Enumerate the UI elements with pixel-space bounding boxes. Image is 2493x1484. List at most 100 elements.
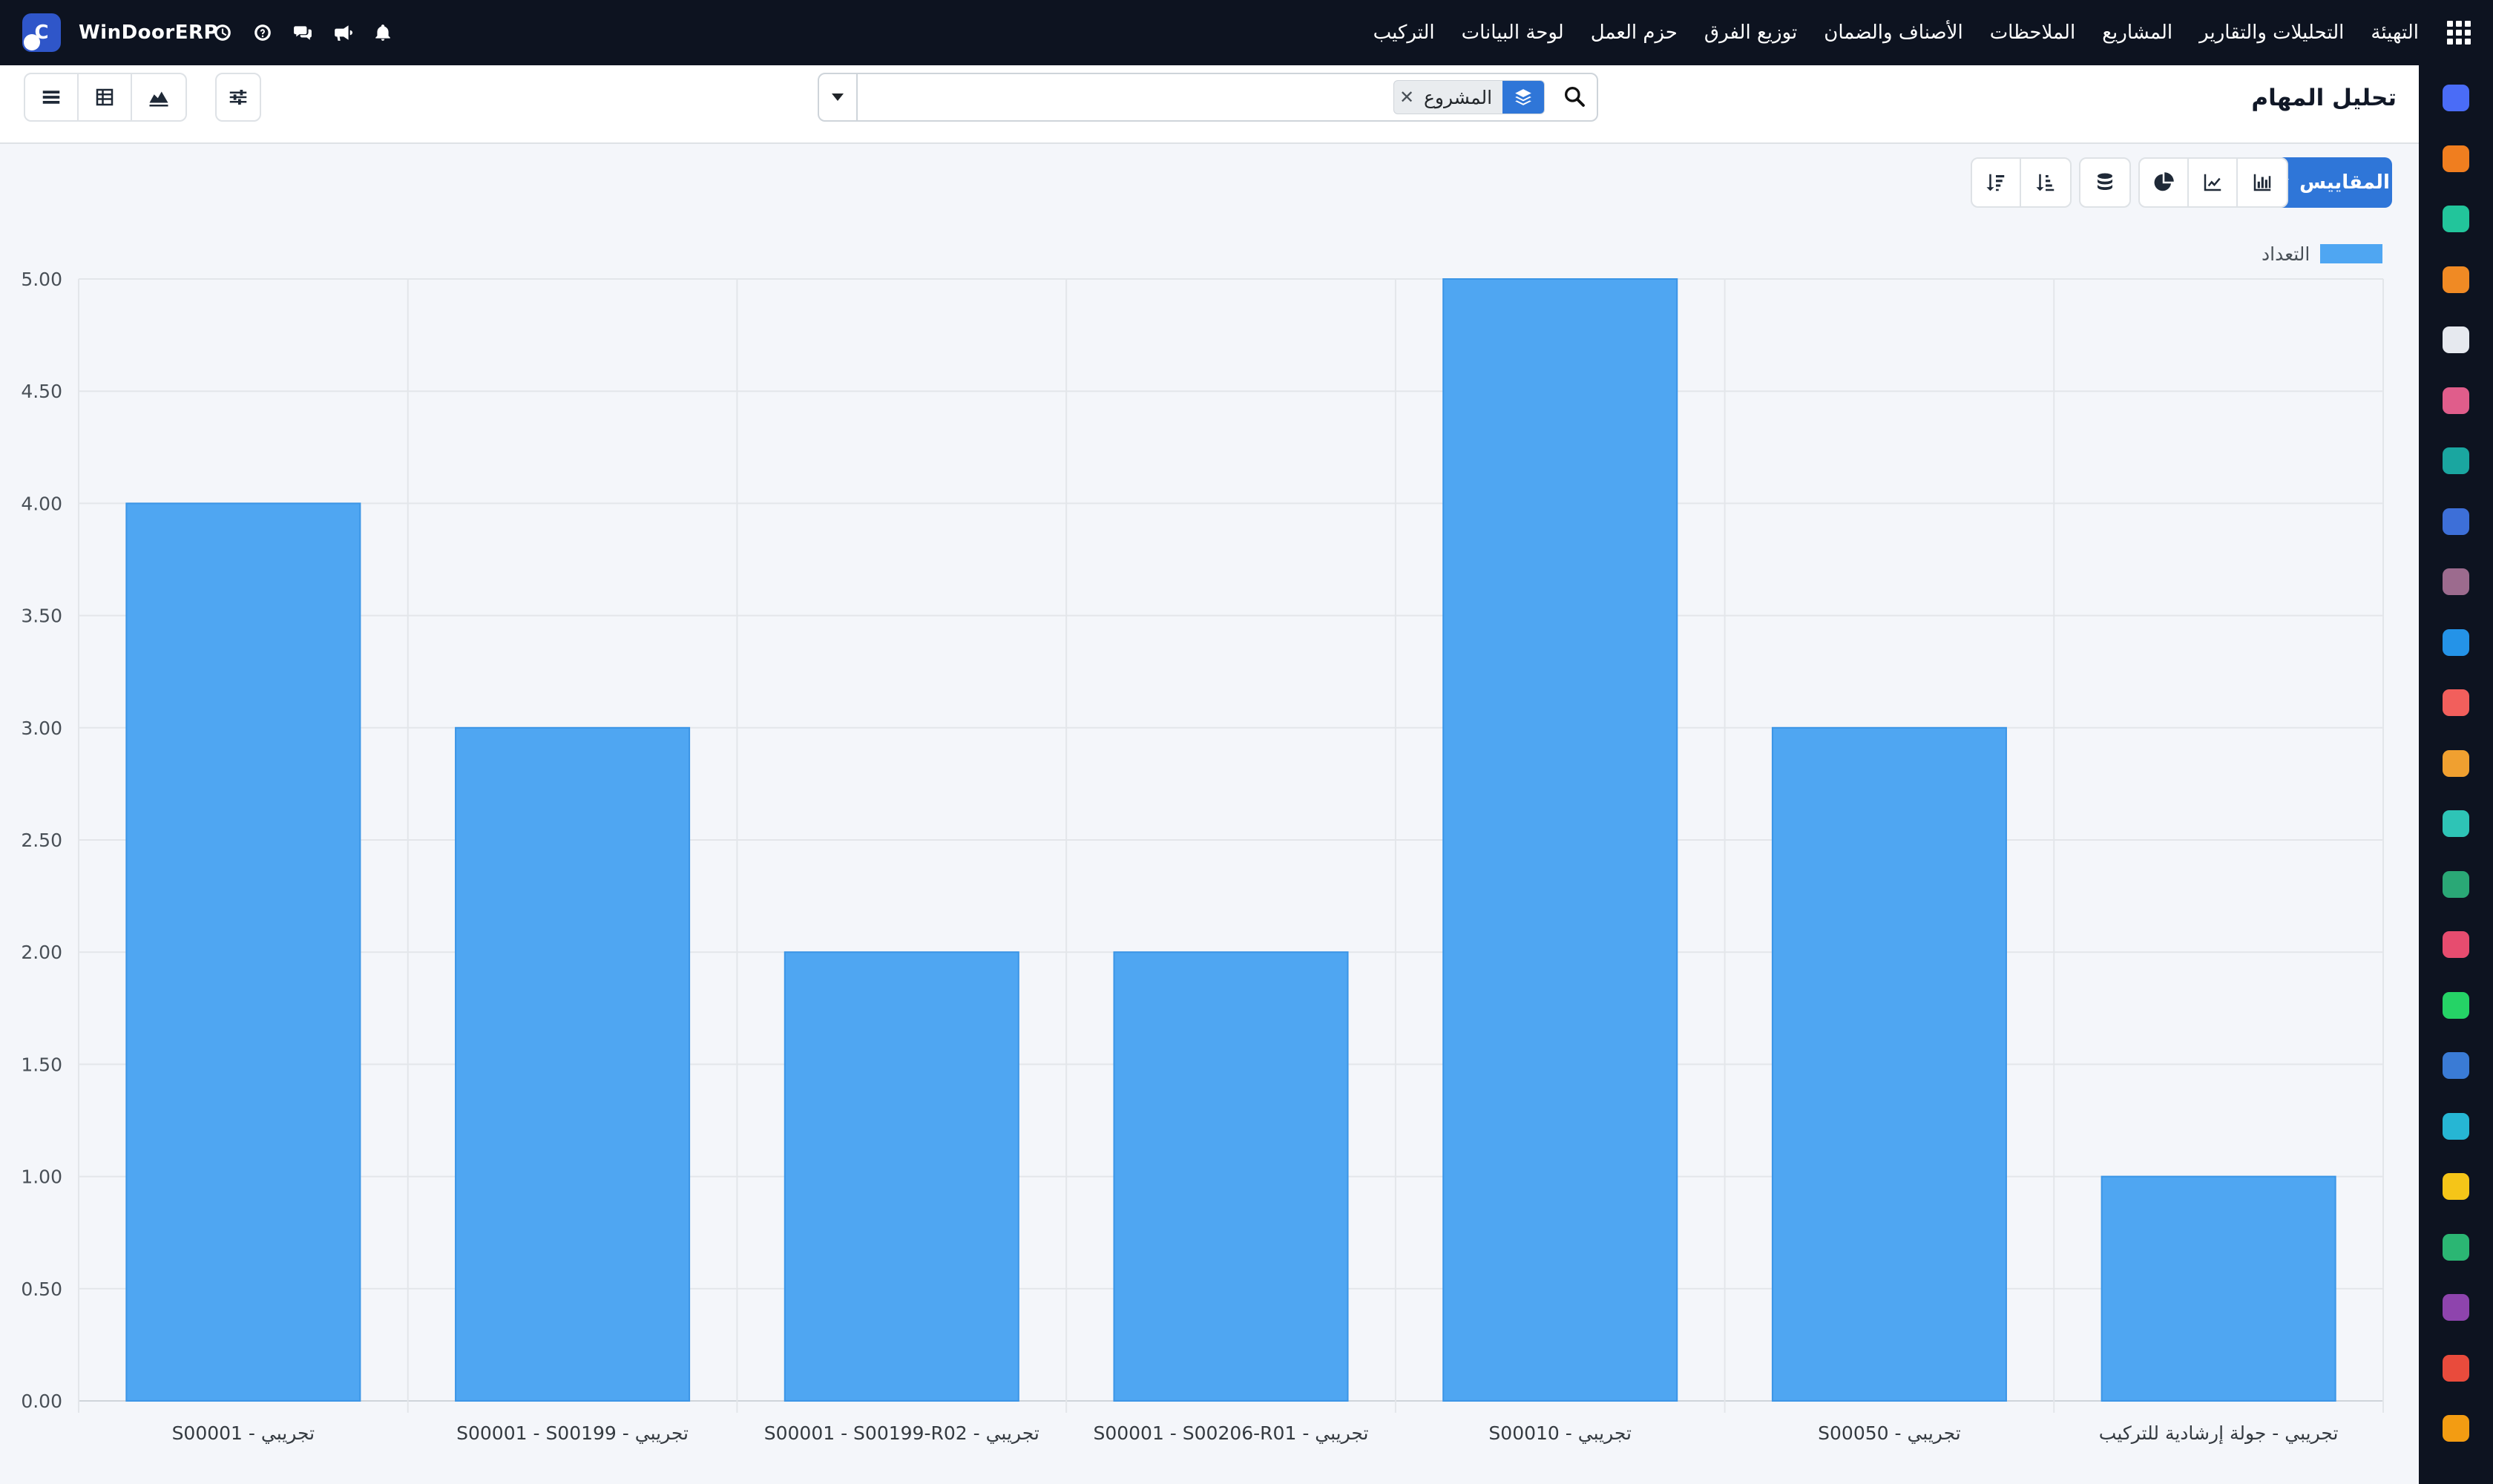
box-app-icon-glyph bbox=[2443, 326, 2469, 353]
book-app-icon[interactable] bbox=[2438, 504, 2474, 539]
x-tick-label: تجريبي - S00001 - S00199 bbox=[456, 1422, 689, 1444]
card-app-icon-glyph bbox=[2443, 1233, 2469, 1261]
pie-chart-button[interactable] bbox=[2140, 159, 2189, 206]
area-chart-icon bbox=[149, 91, 168, 107]
photo-app-icon[interactable] bbox=[2438, 383, 2474, 418]
menu-item-4[interactable]: الأصناف والضمان bbox=[1824, 22, 1963, 44]
brand[interactable]: C WinDoorERP bbox=[22, 13, 218, 52]
bar-chart-button[interactable] bbox=[2238, 159, 2287, 206]
y-tick-label: 1.00 bbox=[21, 1166, 62, 1188]
whatsapp-app-icon[interactable] bbox=[2438, 988, 2474, 1023]
filters-settings-button[interactable] bbox=[215, 73, 261, 122]
chat-icon[interactable] bbox=[291, 21, 315, 45]
y-tick-label: 5.00 bbox=[21, 269, 62, 290]
discuss-app-icon[interactable] bbox=[2438, 141, 2474, 177]
measures-label: المقاييس bbox=[2299, 171, 2390, 194]
search-bar: بحث... ✕ المشروع bbox=[818, 73, 1598, 122]
bar[interactable] bbox=[455, 726, 691, 1402]
chart-type-group bbox=[2138, 157, 2288, 208]
clock-app-icon[interactable] bbox=[2438, 1048, 2474, 1083]
search-facet: ✕ المشروع bbox=[1393, 80, 1546, 114]
contacts-app-icon-glyph bbox=[2443, 870, 2469, 898]
graph-toolbar bbox=[1963, 157, 2288, 208]
invoice-app-icon-glyph bbox=[2443, 628, 2469, 656]
legend-label: التعداد bbox=[2262, 243, 2310, 265]
sort-ascending-button[interactable] bbox=[2021, 159, 2070, 206]
bar[interactable] bbox=[1113, 951, 1349, 1402]
package-app-icon-glyph bbox=[2443, 568, 2469, 595]
calendar-app-icon-glyph bbox=[2443, 749, 2469, 777]
menu-item-8[interactable]: التهيئة bbox=[2371, 22, 2419, 44]
stacked-toggle-button[interactable] bbox=[2080, 159, 2129, 206]
cube-app-icon[interactable] bbox=[2438, 1290, 2474, 1325]
list-view-button[interactable] bbox=[25, 74, 79, 120]
bar[interactable] bbox=[784, 951, 1019, 1402]
facet-label: المشروع bbox=[1424, 86, 1493, 108]
dashboard-app-icon[interactable] bbox=[2438, 927, 2474, 962]
check-app-icon[interactable] bbox=[2438, 201, 2474, 237]
page-title: تحليل المهام bbox=[2251, 85, 2397, 111]
menu-item-0[interactable]: التركيب bbox=[1373, 22, 1435, 44]
remove-facet-icon[interactable]: ✕ bbox=[1399, 87, 1415, 108]
menu-item-3[interactable]: توزيع الفرق bbox=[1704, 22, 1798, 44]
y-tick-label: 3.00 bbox=[21, 718, 62, 739]
sort-ascending-icon bbox=[2036, 174, 2054, 191]
view-switcher bbox=[24, 73, 187, 122]
team-app-icon[interactable] bbox=[2438, 685, 2474, 720]
y-tick-label: 2.50 bbox=[21, 830, 62, 851]
bar[interactable] bbox=[2101, 1175, 2336, 1402]
x-tick-label: تجريبي - S00050 bbox=[1818, 1422, 1961, 1444]
task-app-icon[interactable] bbox=[2429, 434, 2486, 490]
brand-name: WinDoorERP bbox=[79, 22, 219, 44]
brand-letter: C bbox=[34, 22, 49, 44]
sign-app-icon-glyph bbox=[2443, 810, 2469, 837]
send-app-icon[interactable] bbox=[2438, 1169, 2474, 1204]
control-panel: بحث... ✕ المشروع تحليل المهام bbox=[0, 65, 2419, 144]
check-app-icon-glyph bbox=[2443, 206, 2469, 232]
menu-item-1[interactable]: لوحة البيانات bbox=[1461, 22, 1564, 44]
chart-app-icon[interactable] bbox=[2438, 262, 2474, 298]
y-tick-label: 0.50 bbox=[21, 1278, 62, 1300]
bar[interactable] bbox=[1771, 726, 2007, 1402]
pie-chart-icon bbox=[2154, 172, 2174, 191]
clock-icon[interactable] bbox=[211, 21, 234, 45]
calendar-app-icon[interactable] bbox=[2438, 746, 2474, 781]
m-app-icon[interactable] bbox=[2438, 80, 2474, 116]
hex-app-icon[interactable] bbox=[2438, 1411, 2474, 1446]
sort-descending-button[interactable] bbox=[1972, 159, 2021, 206]
pie-app-icon[interactable] bbox=[2438, 1350, 2474, 1386]
menu-item-5[interactable]: الملاحظات bbox=[1989, 22, 2076, 44]
apps-menu-icon[interactable] bbox=[2447, 21, 2471, 45]
graph-view-button[interactable] bbox=[132, 74, 185, 120]
book-app-icon-glyph bbox=[2443, 508, 2469, 535]
dashboard-app-icon-glyph bbox=[2443, 931, 2469, 958]
pivot-view-button[interactable] bbox=[79, 74, 132, 120]
menu-item-7[interactable]: التحليلات والتقارير bbox=[2199, 22, 2345, 44]
bar[interactable] bbox=[125, 502, 361, 1402]
system-icons bbox=[211, 16, 395, 49]
menu-item-2[interactable]: حزم العمل bbox=[1590, 22, 1678, 44]
contacts-app-icon[interactable] bbox=[2438, 867, 2474, 902]
pie-app-icon-glyph bbox=[2443, 1354, 2469, 1382]
search-icon[interactable] bbox=[1563, 85, 1588, 110]
sign-app-icon[interactable] bbox=[2438, 806, 2474, 841]
task-app-icon-glyph bbox=[2443, 447, 2469, 474]
bell-icon[interactable] bbox=[371, 21, 395, 45]
help-icon[interactable] bbox=[251, 21, 275, 45]
package-app-icon[interactable] bbox=[2438, 564, 2474, 600]
megaphone-icon[interactable] bbox=[331, 21, 355, 45]
menu-item-6[interactable]: المشاريع bbox=[2102, 22, 2173, 44]
box-app-icon[interactable] bbox=[2438, 322, 2474, 358]
search-options-toggle[interactable] bbox=[819, 74, 858, 120]
bar[interactable] bbox=[1442, 278, 1678, 1402]
y-tick-label: 2.00 bbox=[21, 942, 62, 963]
database-icon bbox=[2098, 173, 2112, 190]
card-app-icon[interactable] bbox=[2438, 1229, 2474, 1265]
invoice-app-icon[interactable] bbox=[2438, 625, 2474, 660]
apps-sidebar bbox=[2419, 65, 2493, 1484]
wave-app-icon[interactable] bbox=[2438, 1109, 2474, 1144]
legend-swatch[interactable] bbox=[2320, 244, 2383, 263]
brand-logo: C bbox=[22, 13, 61, 52]
line-chart-button[interactable] bbox=[2189, 159, 2238, 206]
measures-dropdown[interactable]: المقاييس bbox=[2275, 157, 2392, 208]
